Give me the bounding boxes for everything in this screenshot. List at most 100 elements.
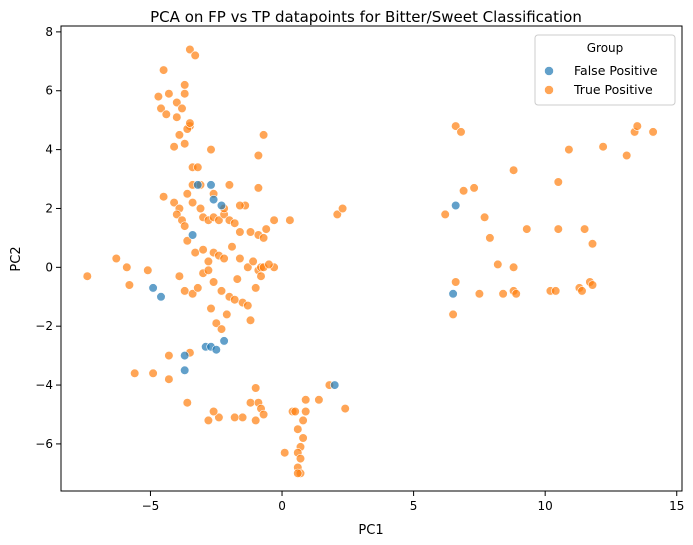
point-true-positive: [182, 189, 192, 199]
legend-marker-false-positive: [544, 66, 554, 76]
point-true-positive: [177, 103, 187, 113]
point-false-positive: [206, 180, 216, 190]
point-true-positive: [124, 280, 134, 290]
point-true-positive: [203, 415, 213, 426]
point-true-positive: [203, 256, 213, 267]
point-true-positive: [235, 253, 245, 264]
point-true-positive: [301, 406, 311, 417]
point-true-positive: [188, 289, 198, 299]
point-true-positive: [148, 368, 158, 378]
point-false-positive: [180, 351, 190, 361]
point-true-positive: [203, 265, 213, 275]
point-true-positive: [209, 277, 219, 287]
point-true-positive: [209, 406, 219, 417]
point-true-positive: [259, 409, 269, 420]
y-tick-label: 8: [45, 25, 53, 39]
point-true-positive: [338, 203, 348, 214]
point-true-positive: [214, 412, 224, 423]
point-false-positive: [219, 336, 229, 346]
point-true-positive: [195, 203, 206, 214]
point-true-positive: [269, 215, 279, 225]
x-tick-label: −5: [142, 499, 160, 513]
point-true-positive: [251, 415, 261, 426]
point-true-positive: [230, 295, 240, 305]
legend-marker-true-positive: [544, 85, 554, 95]
point-true-positive: [285, 215, 295, 225]
point-true-positive: [174, 130, 184, 140]
point-true-positive: [577, 286, 587, 296]
point-true-positive: [245, 315, 256, 325]
point-true-positive: [193, 283, 203, 293]
point-true-positive: [251, 283, 261, 293]
point-true-positive: [182, 236, 192, 246]
point-false-positive: [188, 230, 198, 240]
chart-title: PCA on FP vs TP datapoints for Bitter/Sw…: [150, 8, 582, 26]
point-true-positive: [169, 198, 179, 208]
point-true-positive: [172, 209, 182, 219]
point-true-positive: [648, 127, 658, 137]
point-true-positive: [130, 368, 140, 378]
x-tick-label: 5: [410, 499, 418, 513]
point-true-positive: [172, 97, 182, 108]
point-true-positive: [340, 404, 350, 414]
point-true-positive: [164, 89, 174, 99]
point-true-positive: [232, 274, 242, 284]
point-true-positive: [111, 253, 121, 264]
y-tick-label: −4: [35, 378, 53, 392]
point-true-positive: [230, 218, 240, 228]
point-true-positive: [172, 112, 182, 122]
legend: Group False Positive True Positive: [534, 34, 676, 106]
point-true-positive: [159, 192, 169, 202]
point-false-positive: [448, 289, 458, 299]
point-true-positive: [164, 374, 174, 384]
point-true-positive: [180, 286, 190, 296]
point-false-positive: [451, 200, 461, 211]
y-tick-label: 4: [45, 143, 53, 157]
point-true-positive: [230, 412, 240, 423]
point-true-positive: [587, 280, 598, 290]
point-false-positive: [211, 345, 221, 355]
point-true-positive: [153, 91, 163, 102]
axis-ticks: −5 0 5 10 15 −6 −4 −2 0 2 4 6 8: [35, 25, 684, 513]
point-false-positive: [148, 283, 158, 293]
x-tick-label: 10: [538, 499, 553, 513]
point-true-positive: [511, 289, 521, 299]
point-true-positive: [206, 145, 216, 155]
legend-box: [534, 34, 676, 106]
point-true-positive: [469, 183, 479, 193]
point-true-positive: [188, 198, 198, 208]
point-true-positive: [459, 186, 469, 196]
point-true-positive: [235, 227, 245, 237]
point-true-positive: [180, 80, 190, 90]
point-true-positive: [245, 398, 256, 408]
point-true-positive: [522, 224, 532, 234]
point-true-positive: [451, 121, 461, 131]
point-true-positive: [190, 248, 200, 258]
point-true-positive: [485, 233, 495, 243]
point-true-positive: [314, 395, 324, 405]
point-true-positive: [222, 309, 232, 320]
point-true-positive: [182, 398, 192, 408]
point-true-positive: [295, 454, 306, 464]
point-true-positive: [451, 277, 461, 287]
point-true-positive: [448, 309, 458, 320]
x-tick-label: 0: [278, 499, 286, 513]
point-true-positive: [298, 415, 308, 426]
point-true-positive: [227, 242, 237, 252]
point-false-positive: [180, 365, 190, 375]
point-true-positive: [508, 165, 519, 175]
plot-frame: [60, 25, 683, 492]
point-true-positive: [190, 50, 200, 61]
point-true-positive: [579, 224, 590, 234]
point-false-positive: [193, 180, 203, 190]
point-true-positive: [553, 224, 563, 234]
point-true-positive: [440, 209, 450, 219]
point-false-positive: [216, 200, 227, 211]
point-true-positive: [587, 239, 598, 249]
point-true-positive: [161, 109, 171, 119]
point-true-positive: [253, 183, 263, 193]
x-axis-label: PC1: [358, 523, 383, 538]
point-true-positive: [214, 215, 224, 225]
point-true-positive: [480, 212, 490, 222]
